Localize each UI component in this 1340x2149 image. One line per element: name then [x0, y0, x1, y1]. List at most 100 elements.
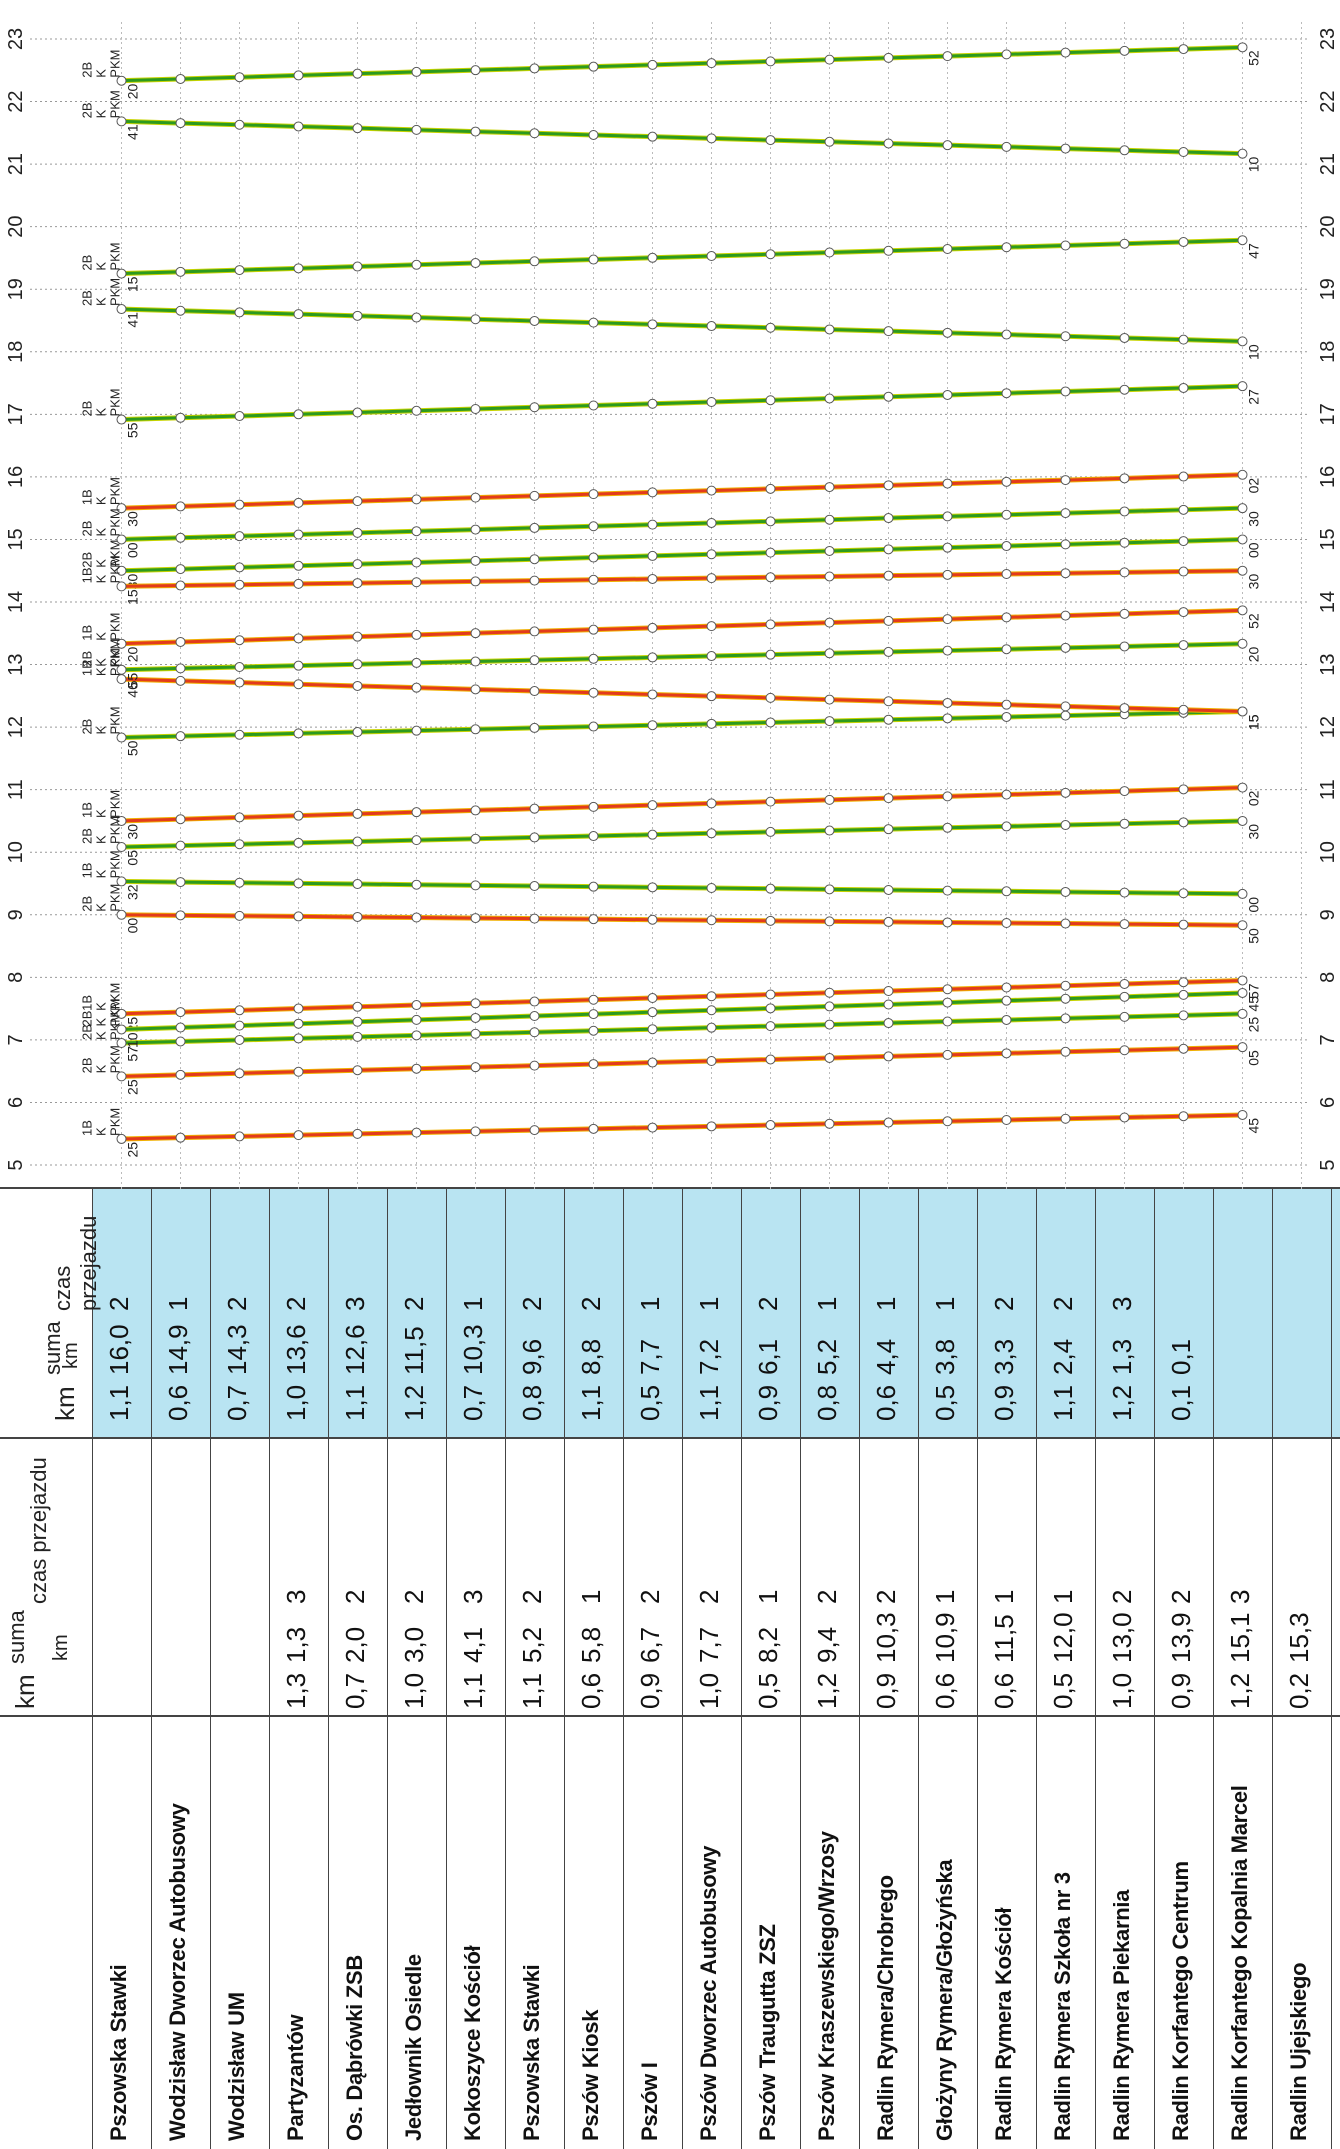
run-tag-mid: K	[94, 903, 109, 912]
hour-tick-label-top: 21	[5, 153, 27, 175]
hour-tick-label-top: 6	[5, 1097, 27, 1108]
stop-marker	[766, 57, 775, 66]
stop-marker	[648, 132, 657, 141]
stop-marker	[589, 722, 598, 731]
run-line	[122, 309, 1243, 341]
stop-marker	[294, 811, 303, 820]
stop-marker	[294, 1131, 303, 1140]
travel-time-return: 2	[399, 1297, 430, 1311]
travel-time: 2	[635, 1590, 666, 1604]
stop-marker	[530, 1061, 539, 1070]
stop-marker	[648, 1008, 657, 1017]
stop-marker	[176, 911, 185, 920]
stop-marker	[471, 66, 480, 75]
stop-marker	[648, 60, 657, 69]
stop-marker	[1002, 983, 1011, 992]
stop-marker	[235, 1035, 244, 1044]
header-suma-km: km	[50, 1634, 73, 1661]
run-tag-mid: K	[94, 262, 109, 271]
stop-marker	[294, 1067, 303, 1076]
stop-marker	[1061, 1114, 1070, 1123]
stop-marker	[589, 832, 598, 841]
segment-km: 1,1	[458, 1673, 489, 1709]
table-row: Kokoszyce Kościół 1,1 4,1 3 0,7 10,3 1	[446, 1189, 506, 2149]
stop-marker	[825, 55, 834, 64]
run-end-minute: 20	[1246, 646, 1262, 662]
stop-marker	[471, 405, 480, 414]
stop-marker	[1179, 537, 1188, 546]
stop-marker	[825, 695, 834, 704]
stop-marker	[412, 1001, 421, 1010]
cumulative-km: 13,9	[1166, 1612, 1197, 1663]
stop-marker	[1061, 702, 1070, 711]
travel-time-return: 1	[930, 1297, 961, 1311]
stop-marker	[707, 692, 716, 701]
stop-marker	[1061, 509, 1070, 518]
stop-marker	[589, 130, 598, 139]
stop-marker	[1002, 1015, 1011, 1024]
run-start-minute: 41	[125, 312, 141, 328]
table-row: Jedłownik Osiedle 1,0 3,0 2 1,2 11,5 2	[387, 1189, 447, 2149]
hour-tick-label-bottom: 10	[1317, 841, 1339, 863]
run-tag-top: 2B	[80, 1011, 95, 1027]
cumulative-km-return: 4,4	[871, 1339, 902, 1375]
stop-marker	[1120, 1113, 1129, 1122]
run-end-minute: 10	[1246, 344, 1262, 360]
stop-marker	[1179, 785, 1188, 794]
stop-marker	[471, 259, 480, 268]
stop-marker	[943, 245, 952, 254]
stop-marker	[943, 543, 952, 552]
hour-tick-label-bottom: 18	[1317, 341, 1339, 363]
run-line	[122, 240, 1243, 273]
segment-km-return: 0,5	[930, 1385, 961, 1421]
stop-marker	[412, 1128, 421, 1137]
stop-marker	[1061, 332, 1070, 341]
stop-marker	[766, 990, 775, 999]
run-tag-top: 1B	[80, 1120, 95, 1136]
stop-marker	[943, 390, 952, 399]
run-line	[122, 1014, 1243, 1043]
travel-time-return: 1	[812, 1297, 843, 1311]
stop-marker	[471, 556, 480, 565]
run-tag-bottom: PKM	[108, 613, 123, 641]
segment-km-return: 1,2	[1107, 1385, 1138, 1421]
stop-marker	[530, 1126, 539, 1135]
stop-marker	[648, 1025, 657, 1034]
stop-marker	[353, 579, 362, 588]
run-tag-mid: K	[94, 658, 109, 667]
run-start-minute: 10	[125, 1032, 141, 1048]
table-row: Radlin Rymera Piekarnia 1,0 13,0 2 1,2 1,3 3	[1095, 1189, 1155, 2149]
stop-name: Radlin Rymera/Chrobrego	[873, 1875, 899, 2141]
run-start-minute: 50	[125, 740, 141, 756]
stop-marker	[353, 912, 362, 921]
stop-marker	[412, 1064, 421, 1073]
run-line	[122, 539, 1243, 570]
stop-marker	[530, 804, 539, 813]
run-tag-mid: K	[94, 574, 109, 583]
run-line	[122, 121, 1243, 153]
stop-marker	[471, 881, 480, 890]
hour-tick-label-top: 8	[5, 972, 27, 983]
segment-km: 0,9	[871, 1673, 902, 1709]
run-tag-bottom: PKM	[108, 278, 123, 306]
stop-marker	[471, 999, 480, 1008]
run-tag-bottom: PKM	[108, 388, 123, 416]
run-tag-top: 2B	[80, 651, 95, 667]
stop-marker	[235, 266, 244, 275]
stop-marker	[1061, 643, 1070, 652]
stop-name: Radlin Rymera Piekarnia	[1109, 1890, 1135, 2141]
run-tag-bottom: PKM	[108, 242, 123, 270]
stop-marker	[648, 551, 657, 560]
stop-marker	[294, 264, 303, 273]
stop-marker	[1120, 787, 1129, 796]
stop-marker	[648, 320, 657, 329]
stop-name: Pszów Traugutta ZSZ	[755, 1924, 781, 2141]
stop-marker	[884, 139, 893, 148]
stop-marker	[766, 650, 775, 659]
stop-marker	[471, 493, 480, 502]
stop-marker	[294, 879, 303, 888]
stop-marker	[589, 915, 598, 924]
run-tag-top: 2B	[80, 828, 95, 844]
stop-marker	[1061, 241, 1070, 250]
travel-time: 3	[1225, 1590, 1256, 1604]
